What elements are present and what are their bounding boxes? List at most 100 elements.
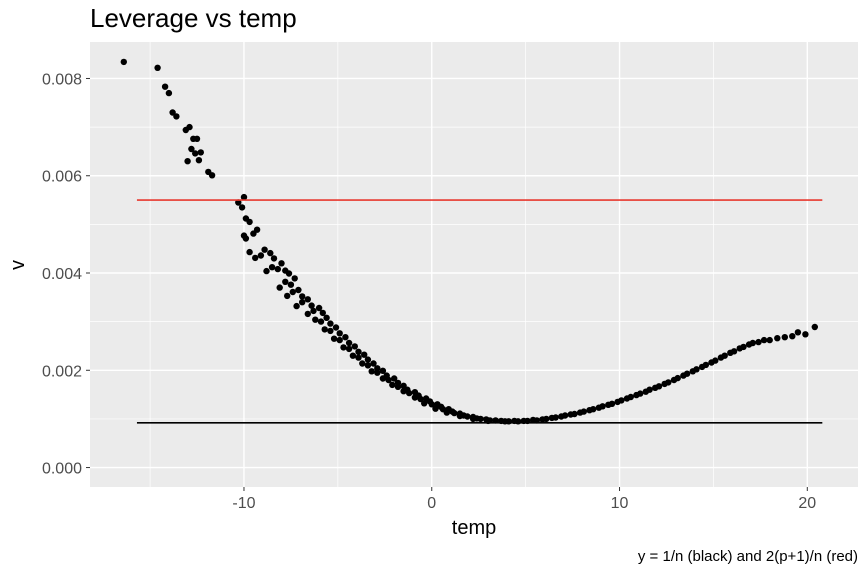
data-point: [345, 345, 353, 353]
data-point: [406, 389, 413, 397]
data-point: [608, 400, 616, 407]
data-point: [370, 360, 377, 367]
data-point: [359, 360, 366, 367]
data-point: [261, 246, 268, 253]
plot-panel: [90, 42, 858, 487]
data-point: [274, 265, 281, 273]
data-point: [195, 157, 203, 164]
data-point: [740, 343, 747, 351]
data-point: [665, 379, 672, 386]
data-point: [712, 357, 719, 364]
x-tick-label: -10: [232, 495, 255, 512]
data-point: [289, 288, 296, 296]
data-point: [299, 293, 306, 300]
data-point: [721, 352, 728, 359]
major-gridlines: [90, 42, 858, 487]
data-point: [323, 314, 330, 321]
data-point: [451, 409, 458, 417]
data-point: [186, 123, 193, 131]
data-point: [571, 410, 578, 418]
data-point: [760, 336, 768, 344]
data-point: [802, 331, 809, 338]
data-point: [238, 204, 246, 211]
data-point: [299, 299, 306, 306]
data-point: [336, 330, 343, 337]
data-point: [268, 264, 276, 271]
data-point: [184, 158, 191, 165]
data-point: [693, 366, 700, 373]
data-point: [246, 248, 253, 256]
chart-title: Leverage vs temp: [90, 3, 297, 33]
data-points: [120, 58, 818, 425]
data-point: [208, 172, 216, 179]
data-point: [400, 388, 407, 395]
data-point: [683, 370, 691, 377]
data-point: [330, 335, 338, 342]
data-point: [379, 375, 387, 382]
data-point: [355, 354, 362, 361]
minor-gridlines: [90, 42, 858, 487]
data-point: [295, 286, 302, 294]
y-tick-label: 0.008: [42, 71, 82, 88]
data-point: [702, 361, 710, 369]
data-point: [477, 415, 484, 423]
y-tick-label: 0.004: [42, 266, 82, 283]
data-point: [789, 333, 796, 340]
data-point: [278, 260, 285, 267]
data-point: [794, 329, 802, 336]
data-point: [342, 334, 349, 341]
data-point: [469, 415, 477, 423]
data-point: [317, 318, 325, 325]
data-point: [811, 323, 818, 331]
data-point: [263, 267, 270, 275]
data-point: [618, 397, 625, 404]
data-point: [235, 199, 242, 206]
data-point: [173, 113, 180, 120]
y-tick-label: 0.002: [42, 363, 82, 380]
data-point: [379, 367, 387, 374]
data-point: [246, 218, 253, 226]
data-point: [253, 226, 261, 233]
y-tick-label: 0.000: [42, 461, 82, 478]
data-point: [165, 89, 173, 97]
data-point: [293, 302, 300, 310]
data-point: [561, 412, 569, 419]
data-point: [394, 383, 402, 390]
data-point: [308, 302, 315, 309]
data-point: [361, 351, 368, 358]
x-tick-label: 10: [611, 495, 629, 512]
data-point: [411, 394, 419, 401]
data-point: [188, 145, 195, 153]
data-point: [730, 348, 738, 355]
data-point: [304, 310, 311, 318]
data-point: [766, 336, 773, 344]
data-point: [319, 309, 326, 317]
data-point: [443, 409, 450, 416]
data-point: [312, 316, 319, 323]
data-point: [599, 403, 606, 410]
data-point: [456, 412, 464, 420]
data-point: [327, 320, 334, 327]
chart-caption: y = 1/n (black) and 2(p+1)/n (red): [638, 548, 858, 565]
data-point: [304, 296, 311, 303]
data-point: [646, 386, 653, 393]
data-point: [368, 368, 375, 375]
data-point: [391, 375, 398, 382]
data-point: [332, 324, 340, 331]
data-point: [315, 304, 323, 312]
data-point: [590, 406, 597, 413]
data-point: [464, 413, 471, 420]
data-point: [349, 352, 357, 359]
data-point: [257, 252, 265, 259]
data-point: [755, 338, 762, 346]
data-point: [385, 376, 392, 384]
data-point: [270, 255, 278, 262]
data-point: [284, 292, 291, 300]
data-point: [336, 336, 343, 344]
data-point: [291, 275, 298, 282]
data-point: [161, 83, 169, 90]
data-point: [192, 150, 199, 157]
x-axis-ticks: -10 0 10 20: [232, 487, 816, 512]
data-point: [351, 343, 358, 350]
